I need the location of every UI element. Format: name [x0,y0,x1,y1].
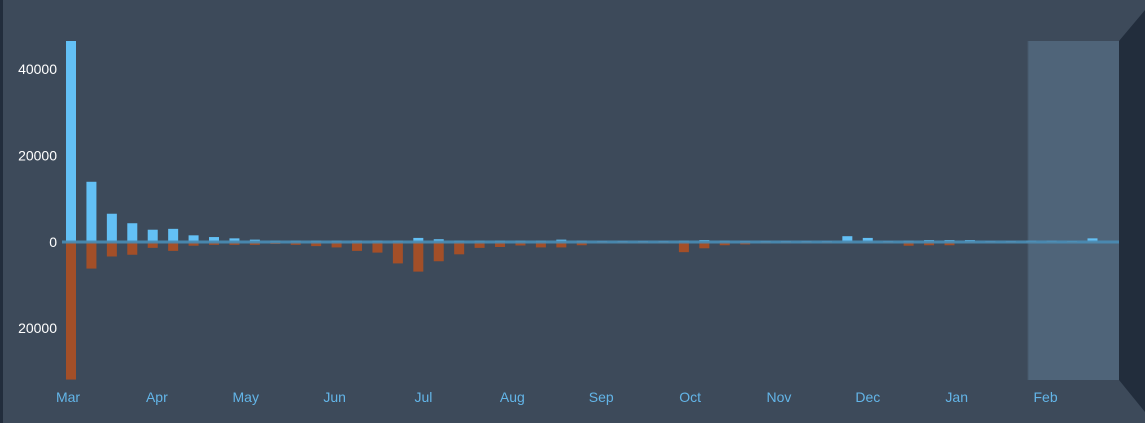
negative-bar [515,241,526,246]
y-tick-label: 0 [49,234,57,250]
y-tick-label: 40000 [18,61,57,77]
month-label: Apr [146,389,168,405]
positive-bar [66,41,76,242]
month-label: Dec [855,389,880,405]
negative-bar [352,241,363,251]
negative-bar [106,241,117,257]
x-axis: Mar Apr May Jun Jul Aug Sep Oct Nov Dec … [56,389,1058,405]
positive-bar [147,229,158,242]
negative-bar [495,241,506,247]
month-label: Jan [945,389,968,405]
side-panel-bevel-top [1119,0,1145,41]
month-label: Jul [415,389,433,405]
month-label: Mar [56,389,80,405]
positive-bar [1087,238,1098,242]
positive-bar [862,237,873,242]
negative-bar [188,241,199,246]
negative-bar [311,241,322,247]
positive-bar [86,181,97,242]
negative-bar [86,241,97,269]
positive-bar [229,238,240,242]
y-tick-label: 20000 [18,320,57,336]
negative-bar [127,241,138,255]
negative-bar [372,241,383,253]
negative-bar [576,241,587,246]
y-tick-label: 20000 [18,147,57,163]
positive-bar [168,228,179,242]
negative-bar [678,241,689,253]
negative-bar [413,241,424,272]
month-label: Feb [1034,389,1058,405]
positive-bar [106,213,117,242]
negative-bar [454,241,465,255]
negative-bar [66,241,76,380]
positive-bar [188,235,199,242]
positive-bar [127,223,138,242]
month-label: Aug [500,389,525,405]
side-panel [1119,0,1145,423]
side-panel-bevel-bottom [1119,380,1145,423]
negative-bar [944,241,955,246]
positive-bar [209,237,220,242]
month-label: Nov [767,389,792,405]
positive-bar [413,237,424,242]
negative-bar [392,241,403,264]
negative-bar [556,241,567,248]
negative-bar [699,241,710,249]
month-label: Jun [323,389,346,405]
negative-bar [474,241,485,248]
negative-bar [719,241,730,246]
negative-bar [331,241,342,248]
negative-bar [147,241,158,248]
month-label: May [233,389,259,405]
negative-bar [433,241,444,262]
negative-bar [903,241,914,246]
month-label: Sep [589,389,614,405]
positive-bar [842,236,853,242]
month-label: Oct [679,389,701,405]
negative-bar [924,241,935,246]
highlight-range[interactable] [1028,41,1119,380]
negative-bar [168,241,179,251]
left-edge [0,0,3,423]
bars-group [66,41,1098,380]
y-axis: 40000 20000 0 20000 [18,61,57,336]
negative-bar [535,241,546,248]
